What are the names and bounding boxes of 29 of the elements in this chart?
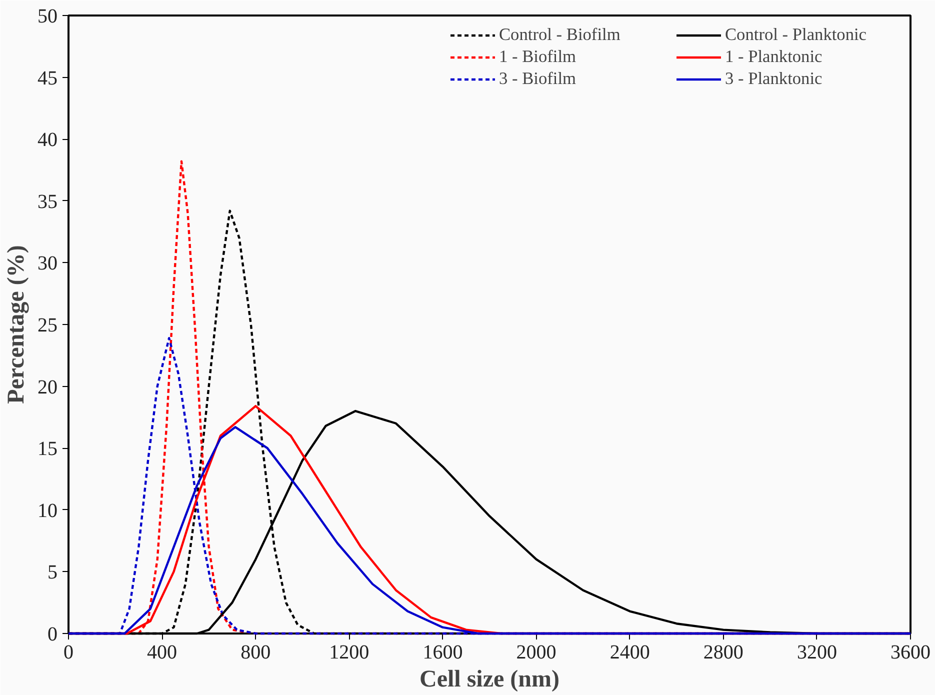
y-tick-label: 50	[38, 6, 58, 28]
y-tick-label: 20	[38, 376, 58, 398]
legend-label: 1 - Planktonic	[725, 47, 824, 67]
y-tick-label: 15	[38, 438, 58, 460]
x-tick-label: 2400	[610, 642, 650, 664]
y-tick-label: 35	[38, 190, 58, 213]
x-tick-label: 2800	[703, 642, 744, 664]
y-tick-label: 0	[48, 624, 58, 646]
legend-label: Control - Biofilm	[499, 25, 622, 45]
legend-label: 1 - Biofilm	[499, 47, 578, 67]
x-tick-label: 400	[147, 642, 178, 664]
legend-label: 3 - Planktonic	[725, 69, 824, 89]
y-axis-title: Percentage (%)	[4, 245, 30, 404]
x-tick-label: 0	[64, 642, 74, 664]
y-tick-label: 5	[48, 562, 58, 584]
x-tick-label: 1200	[329, 642, 370, 664]
x-tick-label: 3600	[890, 642, 930, 664]
x-tick-label: 800	[240, 642, 271, 664]
x-tick-label: 2000	[516, 642, 556, 664]
y-tick-label: 45	[38, 67, 58, 90]
y-tick-label: 40	[38, 129, 58, 152]
y-tick-label: 10	[38, 500, 58, 522]
x-axis-title: Cell size (nm)	[420, 666, 560, 692]
legend-label: Control - Planktonic	[725, 25, 868, 45]
x-tick-label: 3200	[796, 642, 837, 664]
x-tick-label: 1600	[422, 642, 463, 664]
y-tick-label: 30	[38, 252, 58, 275]
legend-label: 3 - Biofilm	[499, 69, 578, 89]
y-tick-label: 25	[38, 314, 58, 336]
